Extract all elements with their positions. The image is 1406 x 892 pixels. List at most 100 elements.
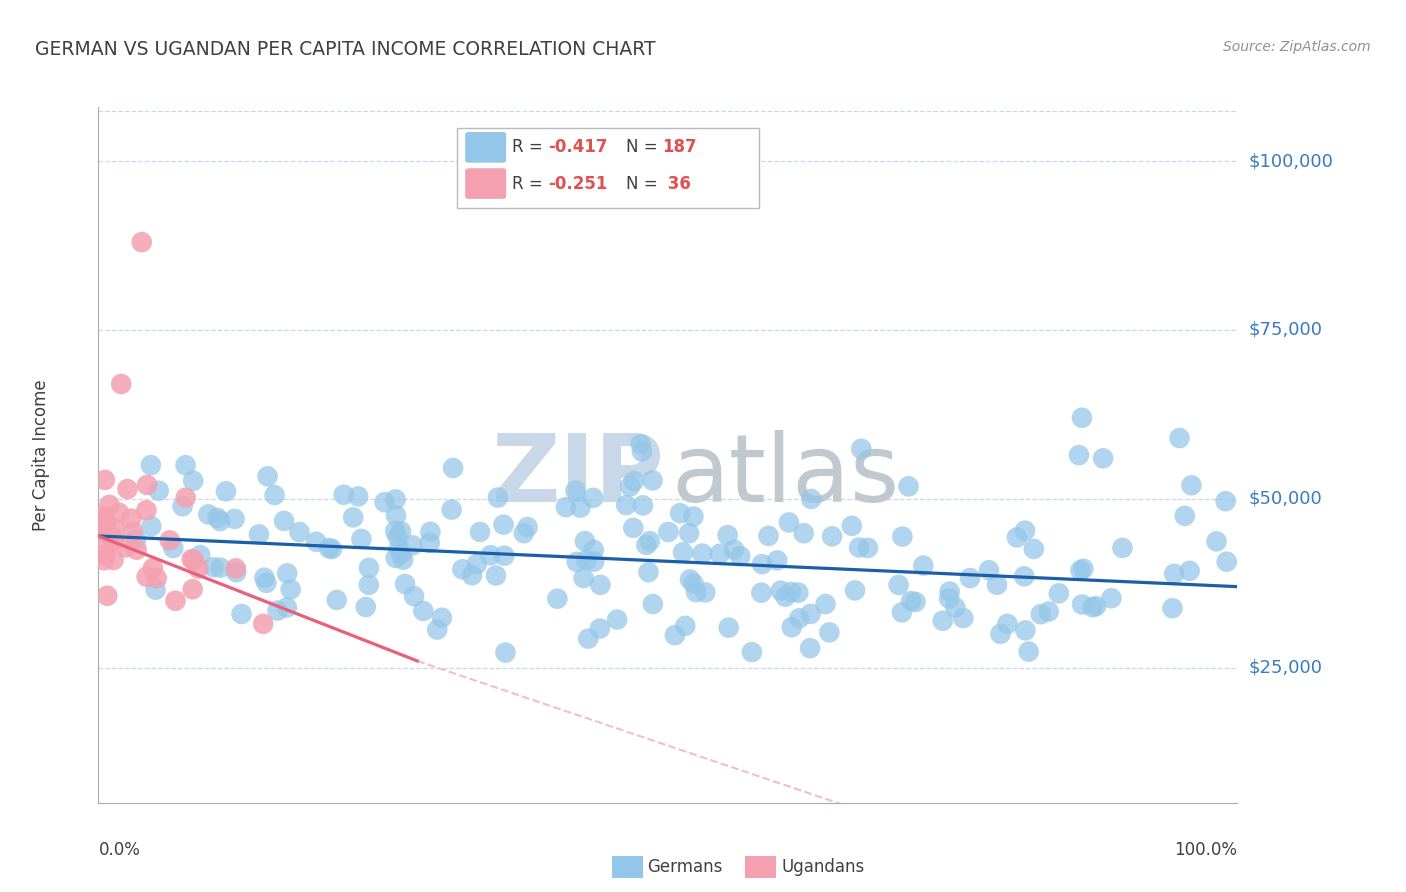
Point [131, 235, 153, 249]
Point [589, 622, 612, 636]
Point [614, 498, 637, 512]
Point [98, 528, 121, 542]
Point [621, 521, 644, 535]
Point [664, 628, 686, 642]
Point [1067, 448, 1090, 462]
Point [990, 627, 1012, 641]
Point [709, 547, 731, 561]
Point [730, 549, 752, 563]
Point [103, 553, 125, 567]
Point [1180, 478, 1202, 492]
Point [1071, 598, 1094, 612]
Point [775, 590, 797, 604]
Point [181, 582, 204, 597]
Point [1111, 541, 1133, 555]
Point [225, 561, 247, 575]
Point [165, 593, 187, 607]
Point [780, 585, 803, 599]
Point [1168, 431, 1191, 445]
Point [572, 571, 595, 585]
Point [162, 541, 184, 555]
Point [225, 566, 247, 580]
Point [412, 604, 434, 618]
Point [631, 499, 654, 513]
Point [959, 571, 981, 585]
Text: atlas: atlas [671, 430, 900, 522]
Point [350, 532, 373, 546]
Point [766, 553, 789, 567]
Point [569, 500, 592, 515]
Point [135, 570, 157, 584]
Point [780, 620, 803, 634]
Point [513, 526, 536, 541]
Point [977, 563, 1000, 577]
Point [682, 576, 704, 591]
Point [122, 524, 145, 539]
Point [751, 557, 773, 571]
Text: -0.417: -0.417 [548, 138, 607, 156]
Point [202, 560, 225, 574]
Point [266, 603, 288, 617]
Point [758, 529, 780, 543]
Point [394, 577, 416, 591]
Point [468, 524, 491, 539]
Point [1081, 600, 1104, 615]
Point [799, 641, 821, 656]
Point [814, 597, 837, 611]
Point [347, 490, 370, 504]
Point [401, 538, 423, 552]
Point [114, 541, 136, 555]
Point [1092, 451, 1115, 466]
Point [135, 503, 157, 517]
Text: $25,000: $25,000 [1249, 658, 1323, 677]
Point [986, 578, 1008, 592]
Point [207, 511, 229, 525]
Point [94, 473, 117, 487]
Point [326, 593, 349, 607]
Point [565, 555, 588, 569]
Point [1099, 591, 1122, 606]
Point [492, 517, 515, 532]
Text: $100,000: $100,000 [1249, 152, 1333, 170]
Text: -0.251: -0.251 [548, 175, 607, 193]
Point [692, 547, 714, 561]
Point [172, 500, 194, 514]
Point [461, 568, 484, 582]
Point [851, 442, 873, 456]
Point [1215, 494, 1237, 508]
Text: Ugandans: Ugandans [782, 858, 865, 876]
Point [392, 552, 415, 566]
Point [673, 619, 696, 633]
Point [631, 444, 654, 458]
Point [800, 491, 823, 506]
Point [1161, 601, 1184, 615]
Point [818, 625, 841, 640]
Point [145, 571, 167, 585]
Point [215, 484, 238, 499]
Point [231, 607, 253, 621]
Point [94, 524, 117, 539]
Point [582, 543, 605, 558]
Point [357, 578, 380, 592]
Point [657, 524, 679, 539]
Point [188, 548, 211, 562]
Point [479, 548, 502, 562]
Point [821, 529, 844, 543]
Point [93, 510, 115, 524]
Point [952, 611, 974, 625]
Text: 36: 36 [662, 175, 690, 193]
Point [938, 584, 960, 599]
Point [426, 623, 449, 637]
Text: Germans: Germans [647, 858, 723, 876]
Point [890, 605, 912, 619]
Point [254, 575, 277, 590]
Point [912, 558, 935, 573]
Point [159, 533, 181, 548]
Point [136, 478, 159, 492]
Point [931, 614, 953, 628]
Point [321, 542, 343, 557]
Point [389, 547, 412, 561]
Point [117, 482, 139, 496]
Point [574, 534, 596, 549]
Point [385, 508, 408, 523]
